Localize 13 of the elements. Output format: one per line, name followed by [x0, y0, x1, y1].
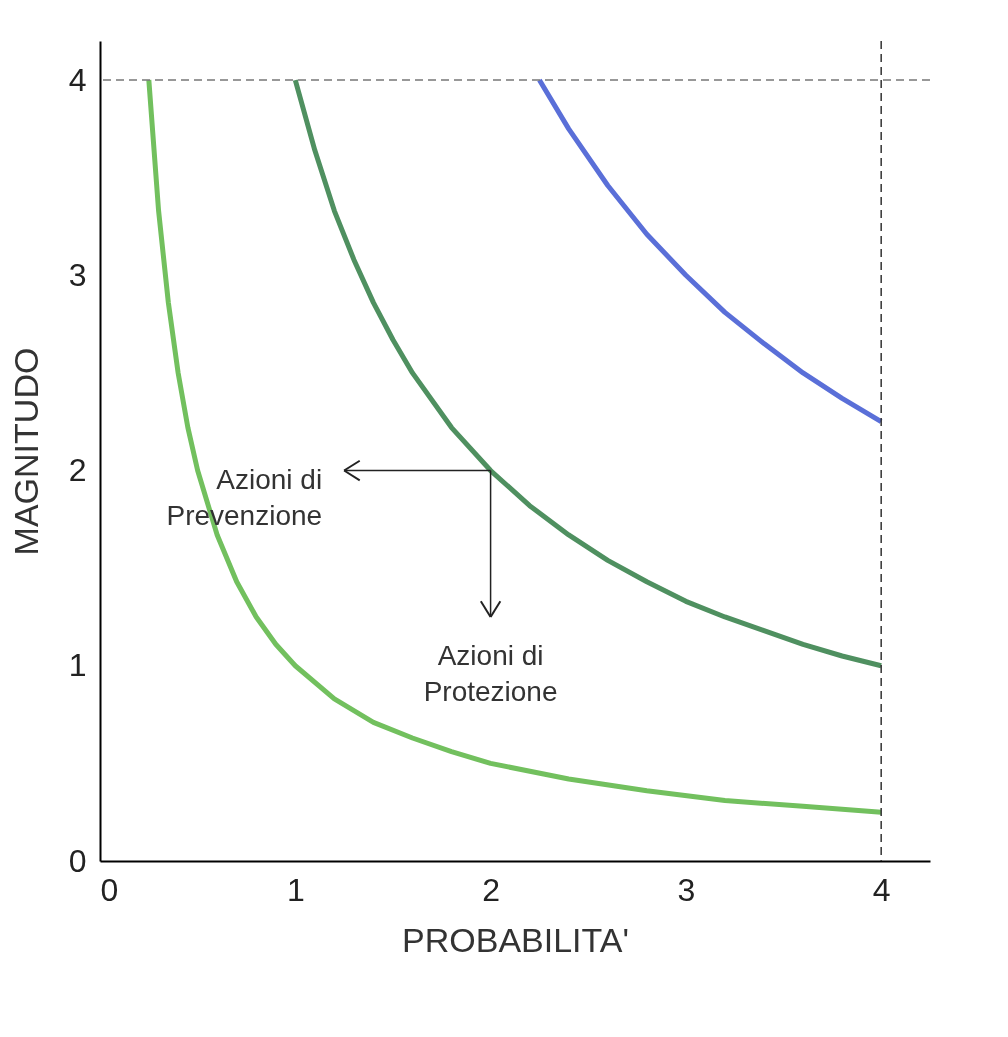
x-tick-label: 4	[872, 871, 891, 908]
y-tick-label: 1	[68, 647, 87, 684]
x-tick-label: 3	[677, 871, 696, 908]
annotation: Azioni di Protezione	[423, 639, 558, 707]
y-tick-label: 0	[68, 842, 87, 879]
y-axis-title: MAGNITUDO	[6, 347, 45, 556]
x-tick-label: 1	[286, 871, 305, 908]
x-tick-label: 2	[482, 871, 500, 908]
x-axis-title: PROBABILITA'	[402, 920, 629, 959]
x-tick-label: 0	[100, 871, 119, 908]
y-tick-label: 4	[68, 61, 87, 98]
y-tick-label: 2	[68, 452, 87, 489]
y-tick-label: 3	[68, 256, 87, 293]
